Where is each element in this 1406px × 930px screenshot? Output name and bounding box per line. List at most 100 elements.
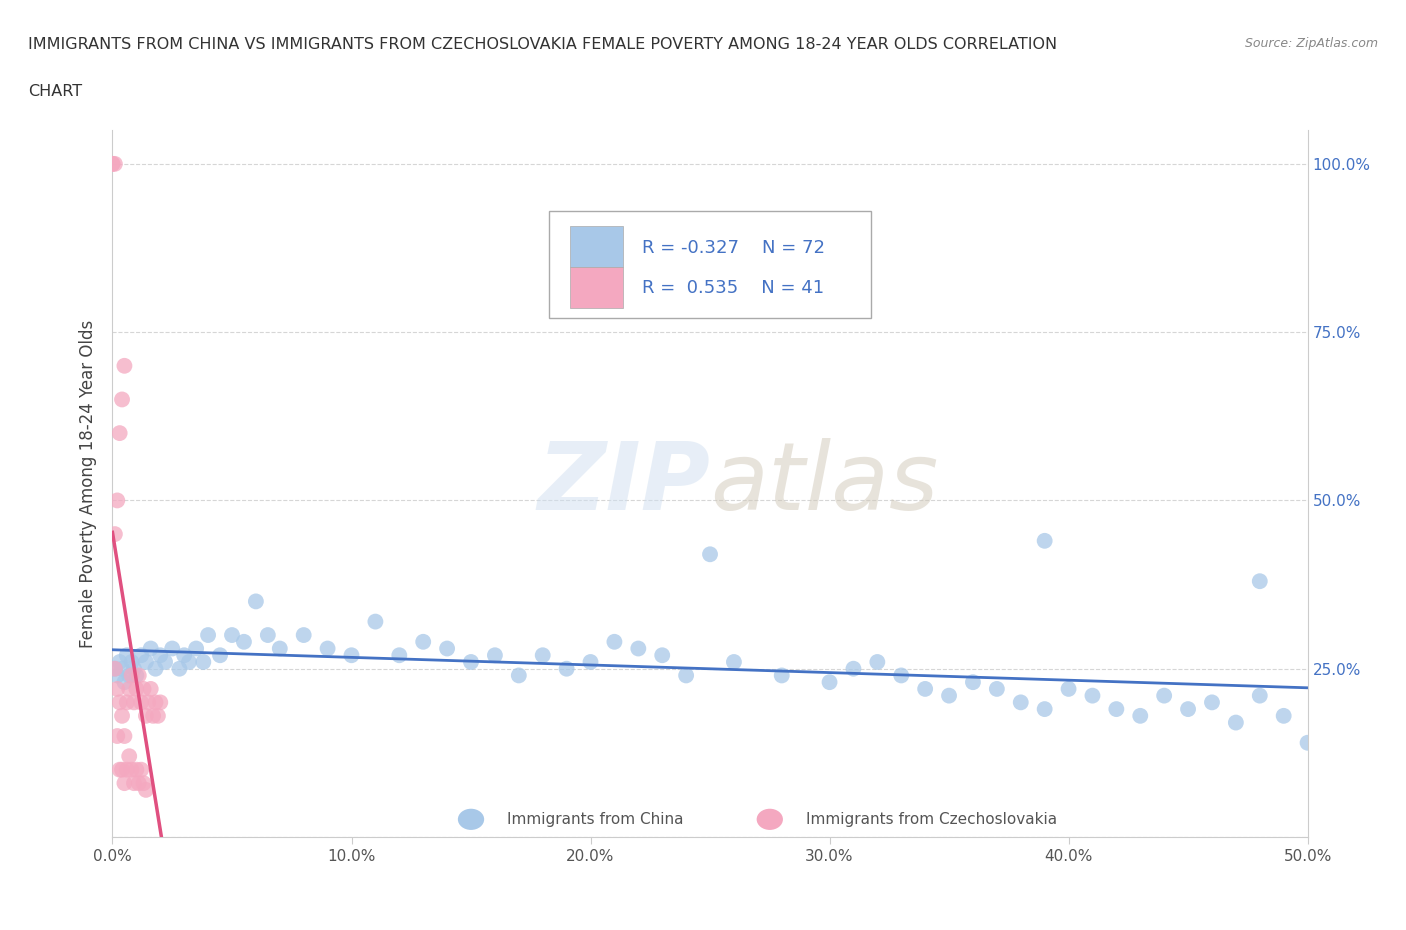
Point xyxy=(111,763,134,777)
Text: Source: ZipAtlas.com: Source: ZipAtlas.com xyxy=(1244,37,1378,50)
Point xyxy=(555,661,578,676)
Point xyxy=(173,648,195,663)
Point xyxy=(603,634,626,649)
Point xyxy=(257,628,280,643)
Point xyxy=(104,661,127,676)
Point xyxy=(627,641,650,656)
Point xyxy=(118,682,141,697)
Point xyxy=(1033,701,1056,716)
FancyBboxPatch shape xyxy=(571,267,623,309)
Point xyxy=(412,634,434,649)
Point xyxy=(292,628,315,643)
Point xyxy=(508,668,530,683)
Point xyxy=(233,634,256,649)
Point xyxy=(132,776,155,790)
Point xyxy=(146,709,169,724)
Point xyxy=(108,763,131,777)
Point xyxy=(108,655,131,670)
Point xyxy=(914,682,936,697)
Point xyxy=(121,655,143,670)
Point xyxy=(1081,688,1104,703)
Point xyxy=(1033,534,1056,549)
Point xyxy=(818,675,841,690)
Point xyxy=(135,782,157,797)
Point xyxy=(221,628,243,643)
Point xyxy=(139,682,162,697)
FancyBboxPatch shape xyxy=(548,211,872,317)
Point xyxy=(104,156,127,171)
Point xyxy=(145,695,167,710)
Point xyxy=(142,709,165,724)
Point xyxy=(340,648,363,663)
Point xyxy=(460,655,482,670)
Point xyxy=(149,648,172,663)
FancyBboxPatch shape xyxy=(571,226,623,267)
Point xyxy=(484,648,506,663)
Point xyxy=(118,668,141,683)
Point xyxy=(105,682,128,697)
Point xyxy=(125,763,148,777)
Point xyxy=(209,648,232,663)
Text: CHART: CHART xyxy=(28,84,82,99)
Point xyxy=(108,426,131,441)
Point xyxy=(436,641,458,656)
Point xyxy=(115,763,138,777)
Text: ZIP: ZIP xyxy=(537,438,710,529)
Point xyxy=(104,526,127,541)
Point xyxy=(125,682,148,697)
Point xyxy=(1272,709,1295,724)
Point xyxy=(1225,715,1247,730)
Point xyxy=(699,547,721,562)
Point xyxy=(114,776,135,790)
Point xyxy=(770,668,793,683)
Point xyxy=(986,682,1008,697)
Y-axis label: Female Poverty Among 18-24 Year Olds: Female Poverty Among 18-24 Year Olds xyxy=(79,320,97,647)
Point xyxy=(579,655,602,670)
Point xyxy=(723,655,745,670)
Point xyxy=(111,392,134,407)
Ellipse shape xyxy=(458,809,484,830)
Point xyxy=(121,763,143,777)
Point xyxy=(153,655,176,670)
Point xyxy=(890,668,912,683)
Point xyxy=(145,661,167,676)
Point xyxy=(104,661,127,676)
Point xyxy=(269,641,291,656)
Point xyxy=(128,668,150,683)
Point xyxy=(122,776,145,790)
Point xyxy=(1249,574,1271,589)
Point xyxy=(138,695,160,710)
Point xyxy=(128,776,150,790)
Point xyxy=(197,628,219,643)
Point xyxy=(101,156,124,171)
Point xyxy=(105,668,128,683)
Point xyxy=(651,648,673,663)
Point xyxy=(1105,701,1128,716)
Text: R = -0.327    N = 72: R = -0.327 N = 72 xyxy=(643,239,825,258)
Point xyxy=(1010,695,1032,710)
Point xyxy=(149,695,172,710)
Point xyxy=(122,661,145,676)
Point xyxy=(388,648,411,663)
Point xyxy=(177,655,200,670)
Point xyxy=(1201,695,1223,710)
Point xyxy=(115,648,138,663)
Point xyxy=(108,695,131,710)
Point xyxy=(114,728,135,743)
Point xyxy=(139,641,162,656)
Point xyxy=(1129,709,1152,724)
Point xyxy=(186,641,208,656)
Point xyxy=(105,493,128,508)
Point xyxy=(1057,682,1080,697)
Point xyxy=(111,709,134,724)
Point xyxy=(193,655,215,670)
Point xyxy=(1296,736,1319,751)
Ellipse shape xyxy=(756,809,783,830)
Point xyxy=(122,695,145,710)
Point xyxy=(118,749,141,764)
Text: Immigrants from Czechoslovakia: Immigrants from Czechoslovakia xyxy=(806,812,1057,827)
Point xyxy=(675,668,697,683)
Text: Immigrants from China: Immigrants from China xyxy=(508,812,683,827)
Text: atlas: atlas xyxy=(710,438,938,529)
Point xyxy=(129,648,152,663)
